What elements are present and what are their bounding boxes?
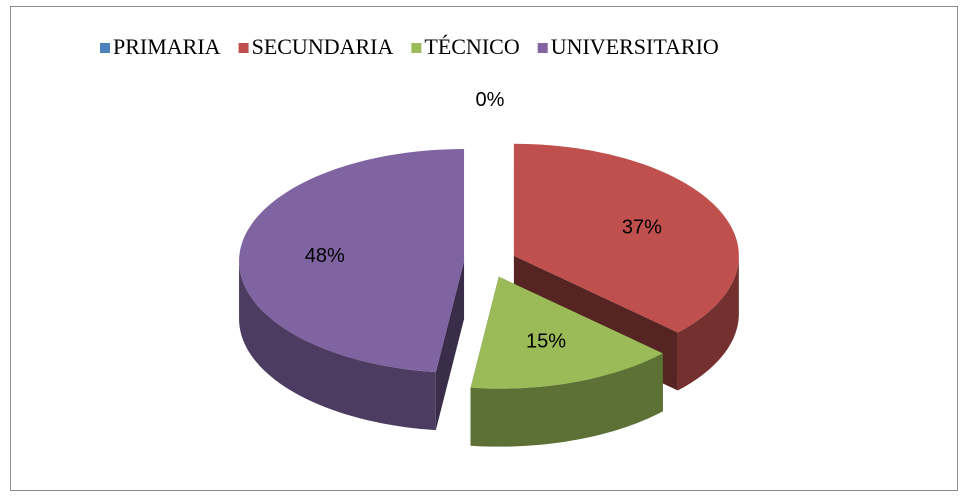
legend-swatch [537,43,548,53]
legend-label: PRIMARIA [113,34,221,59]
slice-side [435,261,465,431]
legend-label: UNIVERSITARIO [551,34,719,59]
data-label: 15% [526,330,566,352]
data-label: 48% [305,245,345,267]
legend-swatch [411,43,422,53]
legend-label: TÉCNICO [424,34,519,59]
data-label: 37% [622,217,662,239]
slice-side [239,261,436,431]
legend-label: SECUNDARIA [252,34,394,59]
legend-swatch [238,43,249,53]
slice [513,143,739,333]
legend-swatch [100,43,110,53]
slice-side [677,255,739,391]
data-label: 0% [476,89,505,111]
slice [239,149,465,373]
slice-tops [239,143,739,389]
slice-side [470,353,663,447]
slice [470,276,663,389]
